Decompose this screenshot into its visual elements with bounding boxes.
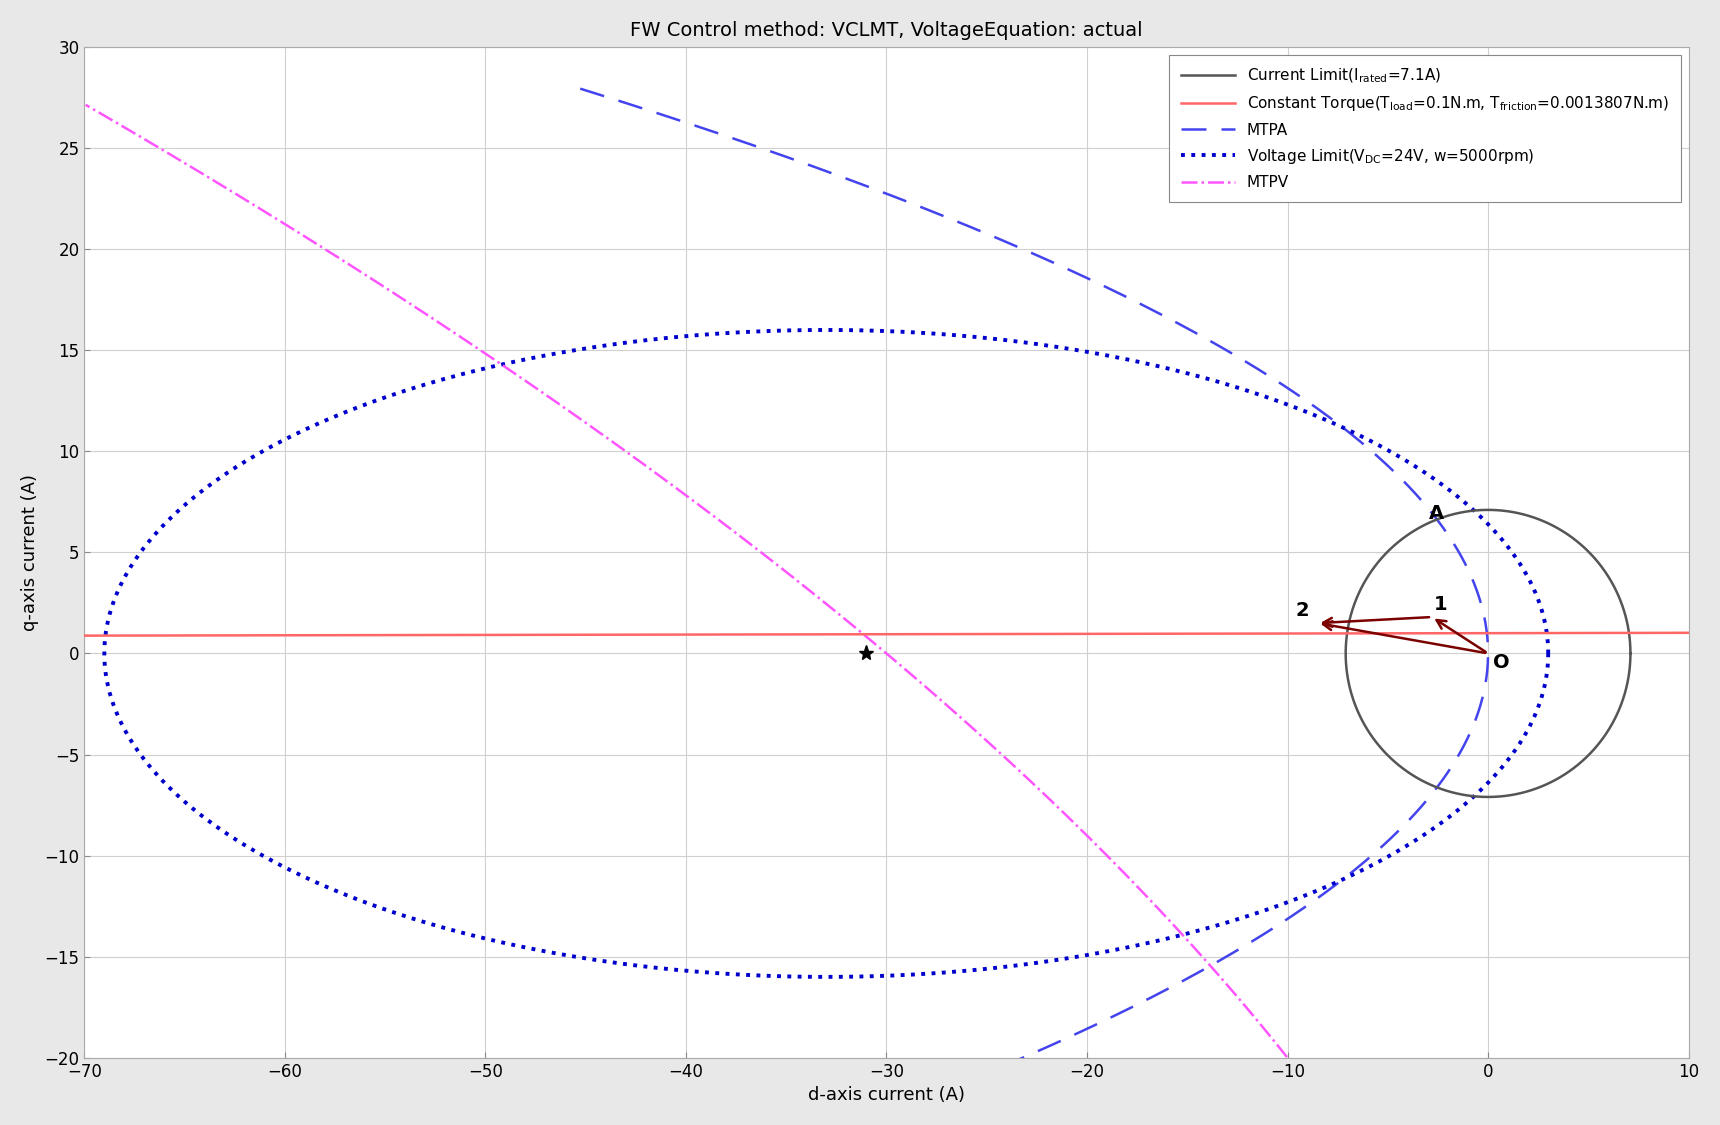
- Title: FW Control method: VCLMT, VoltageEquation: actual: FW Control method: VCLMT, VoltageEquatio…: [630, 21, 1142, 39]
- Text: A: A: [1429, 504, 1445, 523]
- X-axis label: d-axis current (A): d-axis current (A): [808, 1086, 965, 1104]
- Text: 2: 2: [1295, 601, 1309, 620]
- Text: 1: 1: [1434, 595, 1448, 614]
- Y-axis label: q-axis current (A): q-axis current (A): [21, 474, 40, 631]
- Text: O: O: [1493, 652, 1510, 672]
- Legend: Current Limit($\mathregular{I_{rated}}$=7.1A), Constant Torque($\mathregular{T_{: Current Limit($\mathregular{I_{rated}}$=…: [1170, 55, 1680, 202]
